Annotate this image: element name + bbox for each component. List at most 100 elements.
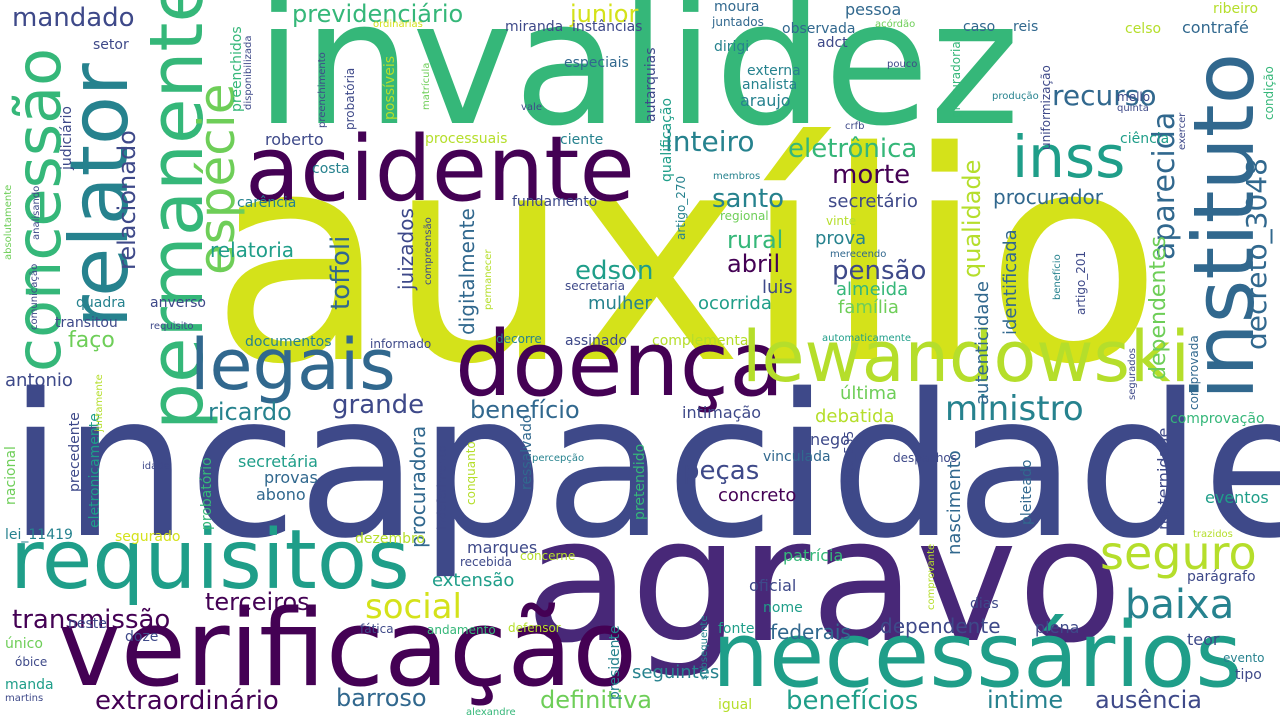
cloud-word: rural (727, 226, 784, 254)
cloud-word: previdenciário (292, 0, 464, 28)
cloud-word: processuais (425, 131, 508, 147)
cloud-word: fundamento (512, 194, 598, 210)
cloud-word: procuradora (406, 425, 430, 548)
cloud-word: provas (264, 468, 318, 487)
cloud-word: intime (987, 686, 1064, 714)
cloud-word: fática (360, 622, 394, 636)
cloud-word: autarquias (643, 47, 659, 122)
cloud-word: lei_11419 (5, 527, 73, 543)
cloud-word: morte (832, 160, 911, 190)
cloud-word: inss (1012, 123, 1126, 191)
cloud-word: instâncias (572, 19, 643, 35)
cloud-word: transmissão (12, 605, 171, 635)
cloud-word: absolutamente (3, 184, 14, 260)
cloud-word: igual (718, 697, 753, 713)
cloud-word: precedente (67, 412, 83, 492)
cloud-word: presidente (607, 625, 623, 700)
cloud-word: idade (142, 461, 170, 472)
cloud-word: transitou (55, 315, 118, 331)
cloud-word: merecendo (830, 249, 887, 260)
cloud-word: teor (1187, 630, 1220, 649)
cloud-word: mulher (588, 293, 652, 314)
cloud-word: ricardo (208, 398, 292, 426)
cloud-word: possíveis (382, 55, 398, 120)
cloud-word: digitalmente (455, 208, 479, 335)
cloud-word: despachos (893, 451, 958, 465)
cloud-word: peças (683, 456, 760, 486)
cloud-word: produção (992, 91, 1039, 102)
cloud-word: artigo_270 (674, 175, 688, 240)
cloud-word: oficial (749, 576, 797, 595)
cloud-word: vinculada (763, 449, 831, 465)
cloud-word: autenticidade (972, 281, 993, 405)
cloud-word: maternidade (1154, 427, 1173, 530)
cloud-word: comprovada (1187, 335, 1201, 410)
cloud-word: permanecer (483, 249, 494, 310)
cloud-word: necessários (712, 603, 1243, 708)
cloud-word: dependentes (1146, 235, 1171, 380)
cloud-word: pleiteado (1019, 459, 1035, 525)
cloud-word: extensão (432, 570, 515, 591)
cloud-word: defensor (508, 621, 561, 635)
cloud-word: compreensão (423, 217, 434, 285)
cloud-word: recurso (1052, 79, 1157, 112)
cloud-word: lewandowski (742, 316, 1190, 398)
cloud-word: benefício (1052, 254, 1063, 300)
cloud-word: almeida (836, 279, 909, 300)
cloud-word: antonio (5, 370, 73, 391)
cloud-word: ministro (945, 389, 1084, 429)
cloud-word: conquanto (464, 441, 478, 505)
cloud-word: marques (467, 538, 538, 557)
cloud-word: adct (817, 35, 848, 51)
cloud-word: ribeiro (1213, 1, 1259, 17)
cloud-word: preenchimento (317, 52, 328, 128)
cloud-word: eletrônica (788, 134, 918, 164)
cloud-word: auxílio (210, 91, 1163, 428)
cloud-word: neste (68, 616, 107, 632)
cloud-word: pretendido (632, 443, 648, 520)
cloud-word: ordinárias (373, 19, 423, 30)
cloud-word: condição (1262, 66, 1276, 120)
cloud-word: patrícia (783, 546, 844, 565)
cloud-word: invalidez (255, 0, 1020, 164)
cloud-word: relatoria (210, 238, 295, 262)
cloud-word: requisitos (10, 513, 410, 608)
cloud-word: especiais (564, 55, 629, 71)
cloud-word: externa (747, 63, 801, 79)
cloud-word: ausência (1095, 686, 1202, 714)
cloud-word: alexandre (466, 707, 516, 718)
cloud-word: família (838, 297, 899, 318)
cloud-word: intimação (682, 403, 762, 422)
cloud-word: fonte (718, 621, 755, 637)
cloud-word: decreto_3048 (1240, 158, 1273, 350)
cloud-word: plena (1035, 618, 1080, 637)
cloud-word: nego (810, 430, 850, 449)
cloud-word: social (365, 587, 462, 627)
cloud-word: analisando (31, 185, 42, 240)
cloud-word: matrícula (421, 62, 432, 110)
cloud-word: segurado (115, 529, 181, 545)
cloud-word: artigo_201 (1074, 250, 1088, 315)
cloud-word: eventos (1205, 488, 1269, 507)
cloud-word: secretaria (565, 279, 625, 293)
cloud-word: judiciário (59, 106, 75, 170)
cloud-word: secretária (238, 452, 318, 471)
cloud-word: definitiva (540, 686, 652, 714)
cloud-word: parágrafo (1187, 569, 1256, 585)
cloud-word: prova (815, 228, 867, 249)
cloud-word: seguintes (632, 662, 720, 683)
cloud-word: toffoli (326, 235, 356, 310)
cloud-word: qualificação (659, 97, 675, 182)
cloud-word: benefício (470, 396, 580, 424)
cloud-word: automaticamente (822, 333, 912, 344)
cloud-word: nome (763, 600, 803, 616)
cloud-word: pensão (832, 256, 927, 286)
cloud-word: agravo (525, 480, 1123, 681)
cloud-word: terceiros (205, 588, 310, 616)
cloud-word: dependente (880, 614, 1001, 638)
cloud-word: nacional (3, 446, 19, 505)
cloud-word: probatória (343, 67, 357, 130)
cloud-word: procuradoria (949, 41, 963, 118)
cloud-word: secretário (828, 191, 918, 212)
